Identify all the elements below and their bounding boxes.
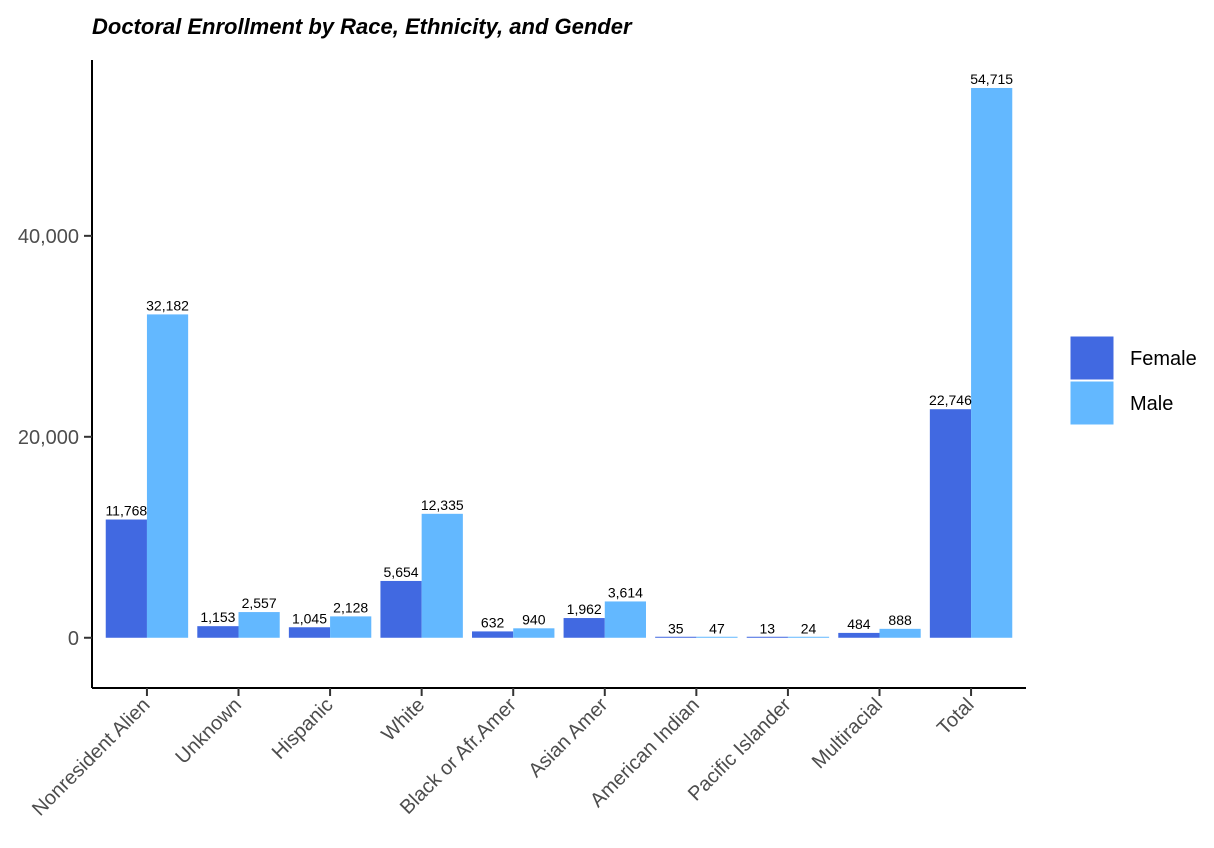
bar-male-asian-amer: [604, 601, 646, 638]
bar-female-asian-amer: [563, 618, 605, 638]
chart-title: Doctoral Enrollment by Race, Ethnicity, …: [92, 14, 632, 39]
data-label-male-american-indian: 47: [709, 620, 725, 636]
bar-female-total: [929, 409, 972, 638]
bar-female-hispanic: [288, 627, 331, 638]
legend-label-female: Female: [1130, 348, 1197, 370]
data-label-male-unknown: 2,557: [242, 595, 277, 611]
data-label-female-black-or-afr-amer: 632: [481, 614, 505, 630]
bar-male-pacific-islander: [787, 636, 830, 638]
data-label-male-white: 12,335: [421, 497, 464, 513]
x-axis-ticks: Nonresident Alien Unknown Hispanic WhiteBla…: [28, 688, 979, 820]
data-label-male-black-or-afr-amer: 940: [522, 611, 546, 627]
data-label-male-multiracial: 888: [888, 612, 912, 628]
legend-key-female: [1069, 335, 1115, 381]
bar-female-nonresident-alien: [105, 519, 147, 638]
data-label-female-asian-amer: 1,962: [567, 601, 602, 617]
data-label-male-total: 54,715: [970, 71, 1013, 87]
legend-label-male: Male: [1130, 393, 1173, 415]
bar-female-white: [380, 580, 422, 638]
data-labels-layer: 11,768 32,182 1,153 2,557 1,045 2,128 5,654 12,…: [105, 71, 1013, 637]
bar-male-white: [421, 513, 463, 638]
legend-key-male: [1069, 380, 1115, 426]
legend: Female Male: [1069, 335, 1197, 426]
y-axis-ticks: 0 20,000 40,000: [18, 226, 92, 650]
data-label-male-hispanic: 2,128: [333, 599, 368, 615]
data-label-male-asian-amer: 3,614: [608, 584, 643, 600]
bar-male-hispanic: [330, 616, 372, 638]
data-label-female-total: 22,746: [929, 392, 972, 408]
data-label-female-american-indian: 35: [668, 620, 684, 636]
bar-male-total: [971, 87, 1013, 638]
data-label-female-unknown: 1,153: [200, 609, 235, 625]
bar-male-nonresident-alien: [146, 314, 189, 638]
bar-female-multiracial: [838, 632, 880, 638]
x-tick-label-unknown: Unknown: [172, 694, 247, 769]
bar-male-unknown: [238, 612, 280, 638]
x-tick-label-asian-amer: Asian Amer: [524, 694, 612, 782]
bar-female-pacific-islander: [746, 636, 788, 638]
x-tick-label-total: Total: [933, 694, 978, 739]
data-label-female-white: 5,654: [384, 564, 419, 580]
y-tick-label: 0: [68, 628, 79, 650]
bar-female-black-or-afr-amer: [472, 631, 514, 638]
bar-female-american-indian: [655, 636, 697, 638]
data-label-male-pacific-islander: 24: [801, 621, 817, 637]
x-tick-label-nonresident-alien: Nonresident Alien: [28, 694, 154, 820]
data-label-male-nonresident-alien: 32,182: [146, 297, 189, 313]
bar-male-black-or-afr-amer: [513, 628, 555, 638]
data-label-female-hispanic: 1,045: [292, 610, 327, 626]
x-tick-label-multiracial: Multiracial: [808, 694, 887, 773]
x-tick-label-white: White: [377, 694, 429, 746]
bar-male-american-indian: [696, 636, 738, 638]
bar-male-multiracial: [879, 628, 921, 638]
data-label-female-pacific-islander: 13: [760, 621, 776, 637]
data-label-female-nonresident-alien: 11,768: [105, 503, 147, 519]
x-tick-label-hispanic: Hispanic: [268, 694, 338, 764]
y-tick-label: 40,000: [18, 226, 79, 248]
data-label-female-multiracial: 484: [847, 616, 871, 632]
bar-female-unknown: [197, 626, 239, 638]
bars-layer: [105, 87, 1013, 638]
y-tick-label: 20,000: [18, 427, 79, 449]
